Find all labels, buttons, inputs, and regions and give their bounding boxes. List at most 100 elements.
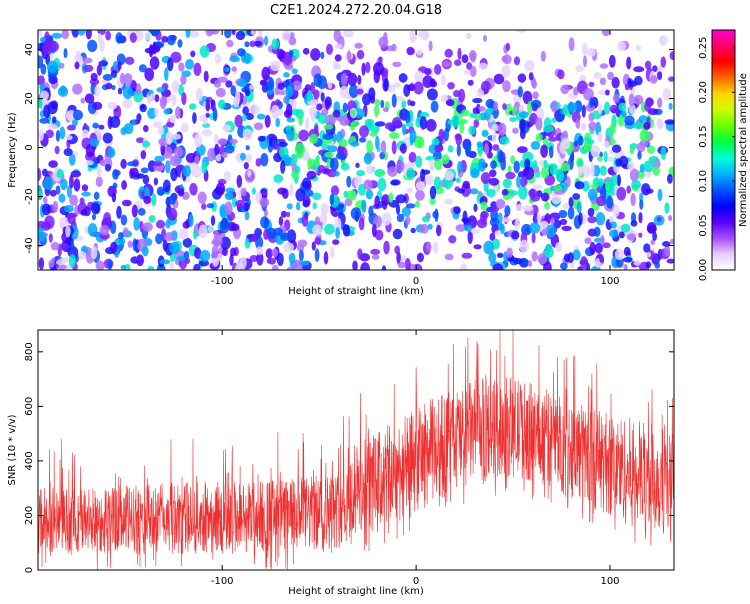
y-tick-label: 800 bbox=[24, 342, 35, 361]
heatmap-cell bbox=[593, 72, 602, 80]
heatmap-cell bbox=[139, 220, 144, 233]
heatmap-cell bbox=[314, 248, 320, 262]
heatmap-cell bbox=[156, 186, 165, 196]
heatmap-cell bbox=[314, 157, 320, 168]
heatmap-cell bbox=[256, 252, 264, 266]
heatmap-cell bbox=[121, 180, 127, 190]
heatmap-cell bbox=[131, 204, 138, 218]
heatmap-cell bbox=[245, 153, 252, 164]
heatmap-cell bbox=[505, 171, 516, 180]
heatmap-cell bbox=[652, 166, 660, 176]
heatmap-cell bbox=[171, 93, 177, 107]
heatmap-cell bbox=[464, 142, 472, 156]
heatmap-cell bbox=[56, 169, 64, 179]
heatmap-cell bbox=[95, 260, 106, 270]
heatmap-cell bbox=[549, 163, 558, 175]
heatmap-cell bbox=[55, 185, 61, 195]
heatmap-cell bbox=[563, 202, 569, 210]
heatmap-cell bbox=[169, 262, 174, 270]
heatmap-cell bbox=[516, 175, 521, 189]
heatmap-cell bbox=[615, 257, 624, 268]
heatmap-cell bbox=[271, 248, 278, 257]
heatmap-cell bbox=[309, 106, 317, 119]
heatmap-cell bbox=[406, 187, 413, 193]
heatmap-cell bbox=[277, 187, 287, 195]
heatmap-cell bbox=[327, 145, 338, 153]
heatmap-cell bbox=[357, 74, 362, 85]
heatmap-cell bbox=[644, 101, 652, 112]
heatmap-cell bbox=[436, 224, 442, 237]
heatmap-cell bbox=[302, 196, 311, 207]
heatmap-cell bbox=[38, 129, 44, 142]
heatmap-cell bbox=[125, 56, 135, 65]
heatmap-cell bbox=[364, 61, 371, 74]
heatmap-cell bbox=[473, 244, 482, 250]
heatmap-cell bbox=[567, 252, 574, 264]
heatmap-cell bbox=[528, 72, 534, 81]
heatmap-cell bbox=[320, 211, 328, 226]
heatmap-cell bbox=[491, 132, 497, 143]
y-tick-label: 20 bbox=[24, 92, 35, 105]
heatmap-cell bbox=[609, 122, 616, 135]
heatmap-cell bbox=[560, 162, 570, 172]
heatmap-cell bbox=[540, 192, 550, 202]
heatmap-cell bbox=[633, 260, 641, 266]
y-tick-label: 600 bbox=[24, 397, 35, 416]
heatmap-cell bbox=[544, 246, 554, 258]
heatmap-cell bbox=[597, 103, 603, 115]
heatmap-cell bbox=[314, 237, 322, 245]
heatmap-cell bbox=[152, 121, 163, 128]
snr-y-axis-label: SNR (10 * v/v) bbox=[7, 414, 18, 485]
heatmap-cell bbox=[626, 56, 632, 70]
heatmap-cell bbox=[43, 104, 51, 119]
heatmap-cell bbox=[226, 39, 234, 48]
heatmap-cell bbox=[426, 88, 438, 101]
heatmap-cell bbox=[442, 60, 451, 68]
heatmap-cell bbox=[48, 160, 58, 168]
heatmap-cell bbox=[188, 213, 194, 228]
heatmap-cell bbox=[320, 92, 325, 102]
heatmap-cell bbox=[461, 109, 470, 117]
heatmap-cell bbox=[201, 129, 213, 137]
heatmap-cell bbox=[493, 101, 499, 111]
heatmap-cell bbox=[627, 161, 635, 171]
heatmap-cell bbox=[138, 208, 146, 216]
heatmap-cell bbox=[415, 181, 425, 191]
heatmap-cell bbox=[122, 98, 133, 109]
heatmap-cell bbox=[342, 30, 354, 38]
heatmap-cell bbox=[371, 254, 380, 260]
heatmap-cell bbox=[406, 167, 416, 180]
heatmap-cell bbox=[492, 144, 500, 151]
heatmap-cell bbox=[374, 99, 381, 106]
heatmap-cell bbox=[464, 224, 473, 232]
heatmap-cell bbox=[415, 189, 425, 201]
heatmap-cell bbox=[457, 47, 462, 60]
heatmap-cell bbox=[177, 39, 183, 48]
heatmap-cell bbox=[154, 107, 159, 117]
heatmap-cell bbox=[335, 227, 340, 240]
heatmap-cell bbox=[581, 104, 586, 118]
heatmap-cell bbox=[422, 75, 434, 88]
heatmap-cell bbox=[559, 218, 568, 226]
heatmap-cell bbox=[326, 168, 338, 178]
y-tick-label: -20 bbox=[24, 188, 35, 204]
heatmap-cell bbox=[329, 246, 335, 259]
heatmap-cell bbox=[102, 73, 113, 81]
heatmap-cell bbox=[78, 251, 87, 260]
heatmap-cell bbox=[121, 199, 132, 207]
heatmap-cell bbox=[339, 115, 350, 126]
heatmap-cell bbox=[224, 145, 235, 154]
snr-y-ticks: 0 200 400 600 800 bbox=[24, 342, 674, 573]
heatmap-cell bbox=[488, 252, 497, 264]
snr-panel: -100 0 100 0 200 400 600 800 Height of straigh… bbox=[7, 329, 675, 597]
heatmap-cell bbox=[513, 56, 521, 66]
heatmap-cell bbox=[668, 102, 673, 110]
heatmap-cell bbox=[501, 55, 508, 63]
heatmap-cell bbox=[51, 32, 63, 39]
heatmap-cell bbox=[664, 202, 670, 214]
heatmap-cell bbox=[82, 57, 93, 64]
heatmap-cell bbox=[140, 150, 147, 160]
heatmap-cell bbox=[276, 48, 285, 60]
heatmap-cell bbox=[472, 97, 483, 104]
colorbar: 0.00 0.05 0.10 0.15 0.20 0.25 Normalized spec… bbox=[698, 29, 749, 281]
